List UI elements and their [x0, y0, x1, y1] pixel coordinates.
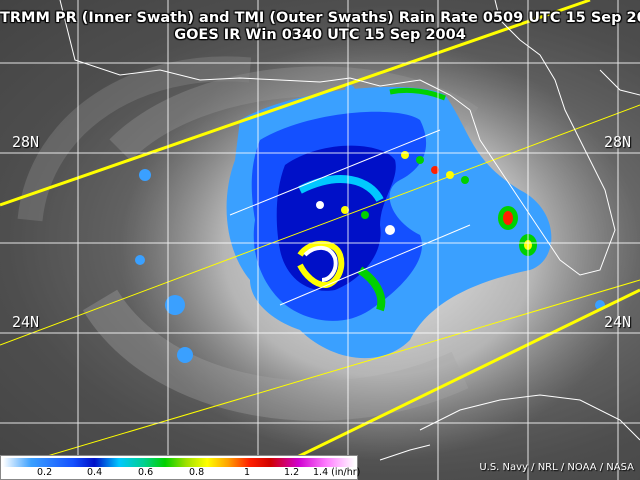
lat-label-24-right: 24N	[604, 313, 632, 331]
florida-outline	[469, 0, 616, 276]
cuba-outline	[419, 394, 640, 441]
rain-band-green	[357, 266, 386, 312]
image-title: TRMM PR (Inner Swath) and TMI (Outer Swa…	[0, 10, 640, 26]
eyewall-intense	[297, 240, 345, 289]
rain-rate-colorbar: 0.2 0.4 0.6 0.8 1 1.2 1.4 (in/hr)	[0, 455, 361, 480]
colorbar-tick: 0.2	[37, 467, 53, 478]
colorbar-tick: 1	[244, 467, 251, 478]
image-subtitle: GOES IR Win 0340 UTC 15 Sep 2004	[174, 27, 466, 43]
colorbar-tick: 0.4	[87, 467, 103, 478]
gulf-coast-outline	[59, 0, 471, 111]
colorbar-tick: 0.6	[138, 467, 154, 478]
credit-text: U.S. Navy / NRL / NOAA / NASA	[479, 462, 634, 473]
colorbar-tick: 1.4 (in/hr)	[313, 467, 361, 478]
lat-label-28-left: 28N	[12, 133, 40, 151]
eyewall-extreme	[303, 245, 338, 282]
colorbar-tick: 1.2	[284, 467, 300, 478]
lat-label-28-right: 28N	[604, 133, 632, 151]
lat-label-24-left: 24N	[12, 313, 40, 331]
colorbar-gradient	[3, 458, 355, 467]
colorbar-tick: 0.8	[189, 467, 205, 478]
rain-band-cyan	[298, 175, 384, 203]
